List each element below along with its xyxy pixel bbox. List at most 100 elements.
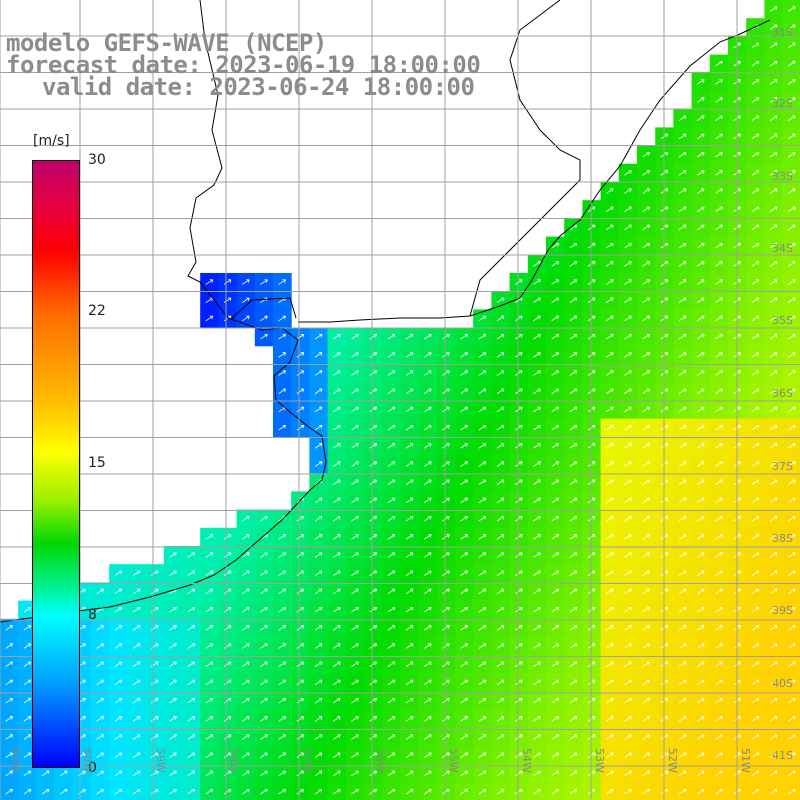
wind-arrow-icon <box>278 588 286 595</box>
wind-arrow-icon <box>405 697 414 704</box>
wind-arrow-icon <box>642 734 650 740</box>
wind-arrow-icon <box>351 552 359 558</box>
wind-arrow-icon <box>278 716 286 722</box>
wind-arrow-icon <box>533 479 541 485</box>
wind-arrow-icon <box>405 497 414 504</box>
wind-arrow-icon <box>551 370 559 376</box>
wind-arrow-icon <box>351 333 359 340</box>
lat-label: 35S <box>772 314 793 327</box>
wind-arrow-icon <box>751 643 760 649</box>
wind-arrow-icon <box>187 788 195 795</box>
wind-arrow-icon <box>442 606 450 613</box>
wind-arrow-icon <box>260 661 268 667</box>
wind-arrow-icon <box>387 625 396 631</box>
wind-arrow-icon <box>678 552 687 558</box>
lat-label: 31S <box>772 26 793 39</box>
wind-arrow-icon <box>533 625 541 631</box>
wind-arrow-icon <box>369 461 377 467</box>
wind-arrow-icon <box>478 352 487 358</box>
wind-arrow-icon <box>715 79 723 85</box>
wind-arrow-icon <box>751 716 760 722</box>
wind-arrow-icon <box>496 479 505 485</box>
wind-arrow-icon <box>169 697 177 704</box>
wind-arrow-icon <box>405 679 414 686</box>
wind-arrow-icon <box>751 224 760 231</box>
wind-arrow-icon <box>769 406 778 413</box>
wind-arrow-icon <box>5 679 13 686</box>
wind-arrow-icon <box>514 534 523 540</box>
wind-arrow-icon <box>260 570 268 576</box>
wind-arrow-icon <box>787 279 796 285</box>
wind-arrow-icon <box>169 716 177 722</box>
wind-arrow-icon <box>132 661 141 667</box>
wind-arrow-icon <box>642 315 650 322</box>
wind-arrow-icon <box>332 606 341 613</box>
wind-arrow-icon <box>387 697 396 704</box>
wind-arrow-icon <box>642 461 650 467</box>
wind-arrow-icon <box>751 315 760 322</box>
wind-arrow-icon <box>678 242 687 249</box>
wind-arrow-icon <box>314 388 323 394</box>
wind-arrow-icon <box>369 625 377 631</box>
wind-arrow-icon <box>551 443 559 449</box>
wind-arrow-icon <box>769 24 778 30</box>
wind-arrow-icon <box>260 716 268 722</box>
wind-arrow-icon <box>533 734 541 740</box>
wind-arrow-icon <box>405 352 414 358</box>
wind-arrow-icon <box>405 570 414 576</box>
wind-arrow-icon <box>478 679 487 686</box>
wind-arrow-icon <box>569 716 578 722</box>
wind-arrow-icon <box>205 661 214 667</box>
wind-arrow-icon <box>496 388 505 394</box>
wind-arrow-icon <box>314 570 323 576</box>
wind-arrow-icon <box>514 570 523 576</box>
lat-label: 36S <box>772 387 793 400</box>
wind-arrow-icon <box>751 752 760 758</box>
wind-arrow-icon <box>369 752 377 758</box>
wind-arrow-icon <box>569 770 578 777</box>
wind-arrow-icon <box>769 461 778 467</box>
wind-arrow-icon <box>533 697 541 704</box>
wind-arrow-icon <box>696 661 705 667</box>
wind-arrow-icon <box>696 752 705 758</box>
wind-arrow-icon <box>605 752 614 758</box>
wind-arrow-icon <box>351 752 359 758</box>
wind-arrow-icon <box>715 534 723 540</box>
colorbar-tick-22: 22 <box>88 303 106 319</box>
wind-arrow-icon <box>696 206 705 212</box>
wind-arrow-icon <box>96 788 104 795</box>
wind-arrow-icon <box>387 352 396 358</box>
wind-arrow-icon <box>551 497 559 504</box>
wind-arrow-icon <box>351 770 359 777</box>
wind-arrow-icon <box>769 79 778 85</box>
wind-arrow-icon <box>551 570 559 576</box>
wind-arrow-icon <box>223 643 232 649</box>
wind-arrow-icon <box>351 370 359 376</box>
wind-arrow-icon <box>605 606 614 613</box>
wind-arrow-icon <box>514 370 523 376</box>
wind-arrow-icon <box>551 788 559 795</box>
wind-arrow-icon <box>369 388 377 394</box>
wind-arrow-icon <box>715 151 723 158</box>
wind-arrow-icon <box>787 788 796 795</box>
wind-arrow-icon <box>678 424 687 431</box>
wind-arrow-icon <box>423 515 432 522</box>
wind-arrow-icon <box>533 497 541 504</box>
wind-arrow-icon <box>569 479 578 485</box>
wind-arrow-icon <box>332 661 341 667</box>
wind-arrow-icon <box>442 752 450 758</box>
wind-arrow-icon <box>769 697 778 704</box>
wind-arrow-icon <box>59 788 68 795</box>
wind-arrow-icon <box>787 752 796 758</box>
wind-arrow-icon <box>169 788 177 795</box>
wind-arrow-icon <box>696 333 705 340</box>
wind-arrow-icon <box>405 534 414 540</box>
wind-arrow-icon <box>150 770 159 777</box>
wind-arrow-icon <box>533 333 541 340</box>
wind-arrow-icon <box>223 570 232 576</box>
wind-arrow-icon <box>314 443 323 449</box>
wind-arrow-icon <box>260 625 268 631</box>
wind-arrow-icon <box>23 734 32 740</box>
wind-arrow-icon <box>442 716 450 722</box>
wind-arrow-icon <box>751 661 760 667</box>
